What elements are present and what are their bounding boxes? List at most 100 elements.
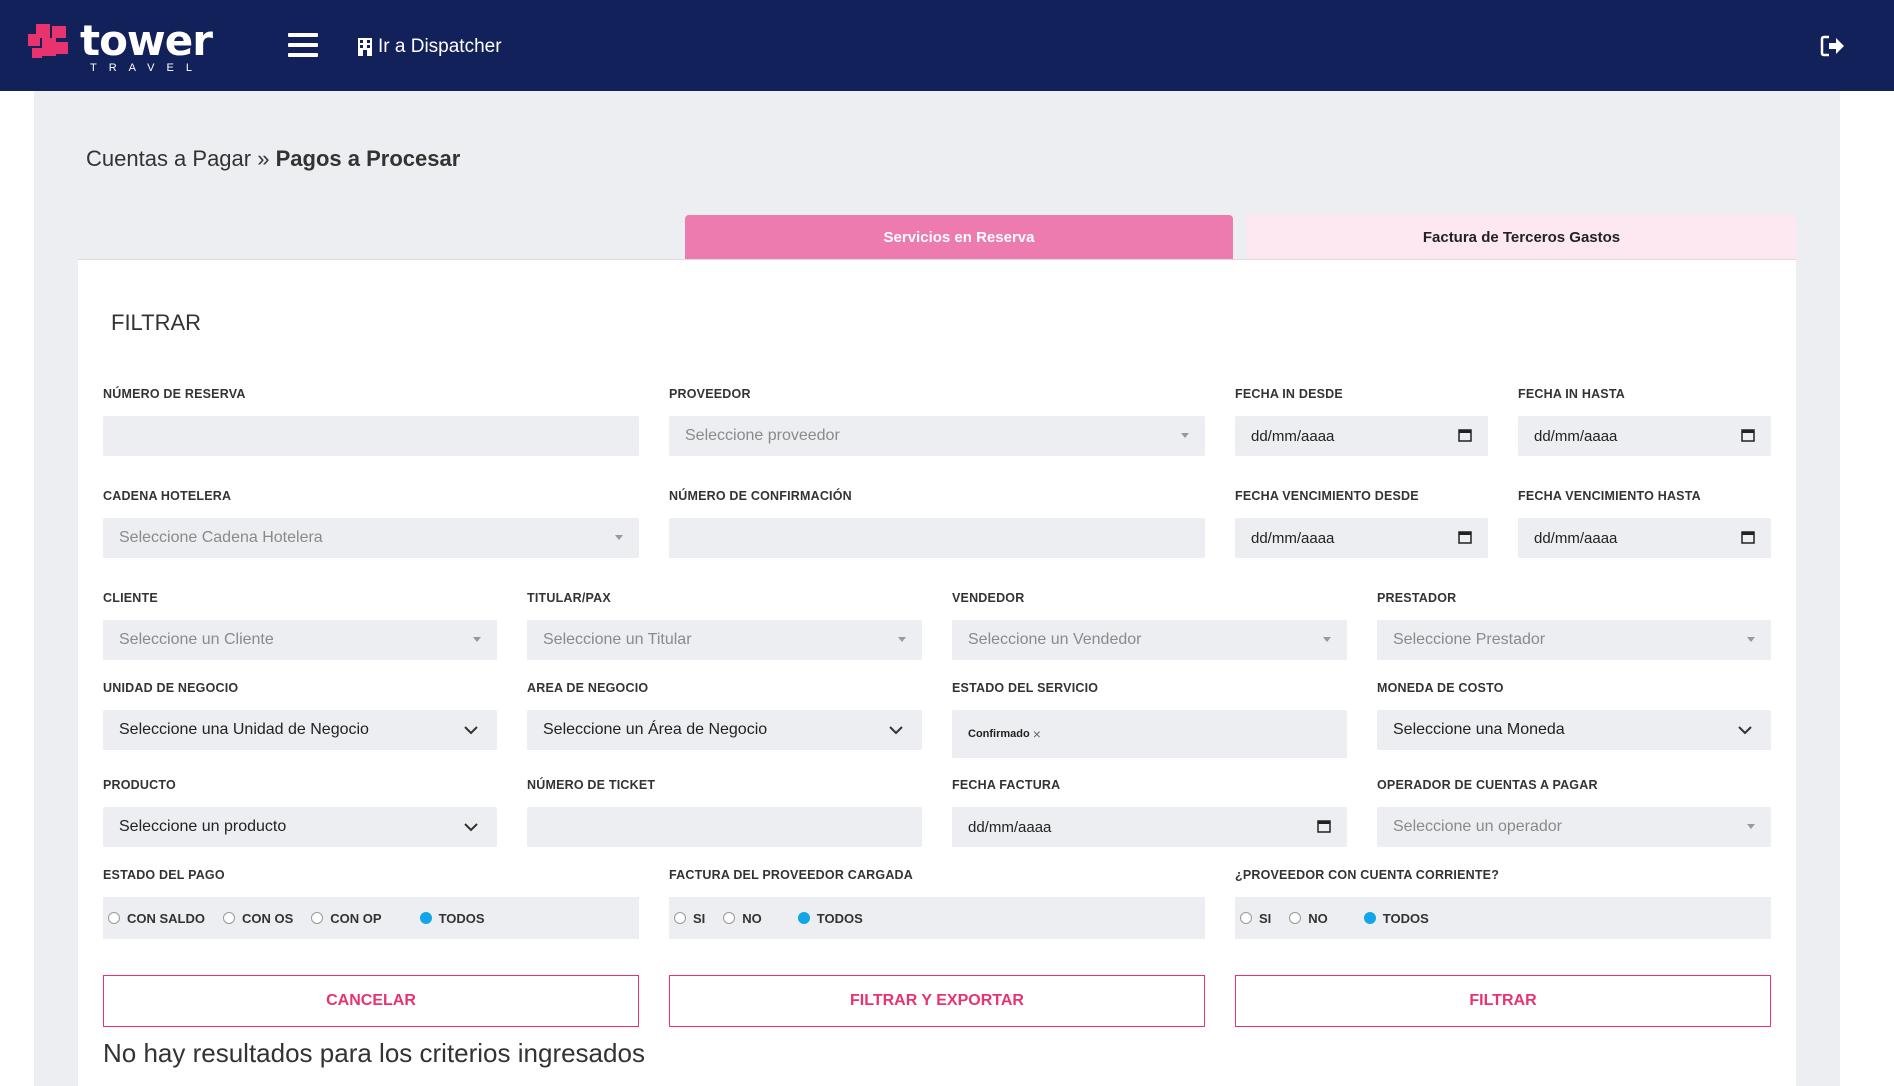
- logo-subtext: TRAVEL: [90, 62, 204, 74]
- numero-confirmacion-label: NÚMERO DE CONFIRMACIÓN: [669, 489, 852, 503]
- area-negocio-value: Seleccione un Área de Negocio: [543, 721, 768, 738]
- dispatcher-link[interactable]: Ir a Dispatcher: [358, 36, 502, 58]
- numero-reserva-label: NÚMERO DE RESERVA: [103, 387, 246, 401]
- cadena-hotelera-select[interactable]: Seleccione Cadena Hotelera: [103, 518, 639, 558]
- remove-tag-icon[interactable]: ×: [1032, 726, 1041, 742]
- fecha-venc-desde-input[interactable]: dd/mm/aaaa: [1235, 518, 1488, 558]
- radio-dot: [1240, 912, 1252, 924]
- estado-servicio-label: ESTADO DEL SERVICIO: [952, 681, 1099, 695]
- operador-select[interactable]: Seleccione un operador: [1377, 807, 1771, 847]
- chevron-down-icon: [889, 726, 903, 735]
- proveedor-select[interactable]: Seleccione proveedor: [669, 416, 1205, 456]
- radio-con-os[interactable]: CON OS: [223, 911, 293, 926]
- caret-down-icon: [1747, 637, 1755, 642]
- radio-label: CON SALDO: [127, 910, 205, 926]
- radio-con-op[interactable]: CON OP: [311, 910, 382, 926]
- tab-factura-terceros-gastos[interactable]: Factura de Terceros Gastos: [1247, 215, 1796, 259]
- caret-down-icon: [1181, 433, 1189, 438]
- caret-down-icon: [1323, 637, 1331, 642]
- radio-no[interactable]: NO: [1289, 911, 1328, 926]
- tower-travel-logo[interactable]: tower TRAVEL: [28, 16, 213, 74]
- vendedor-placeholder: Seleccione un Vendedor: [968, 631, 1142, 648]
- filter-button[interactable]: FILTRAR: [1235, 975, 1771, 1027]
- chevron-down-icon: [464, 726, 478, 735]
- titular-select[interactable]: Seleccione un Titular: [527, 620, 922, 660]
- estado-pago-label: ESTADO DEL PAGO: [103, 868, 225, 882]
- cadena-hotelera-placeholder: Seleccione Cadena Hotelera: [119, 529, 323, 546]
- radio-label: TODOS: [438, 910, 485, 926]
- titular-placeholder: Seleccione un Titular: [543, 631, 692, 648]
- radio-label: TODOS: [816, 910, 863, 926]
- fecha-venc-desde-value: dd/mm/aaaa: [1251, 529, 1335, 547]
- producto-select[interactable]: Seleccione un producto: [103, 807, 497, 847]
- moneda-costo-select[interactable]: Seleccione una Moneda: [1377, 710, 1771, 750]
- fecha-in-hasta-label: FECHA IN HASTA: [1518, 387, 1625, 401]
- logout-icon[interactable]: [1820, 34, 1846, 58]
- radio-con-saldo[interactable]: CON SALDO: [108, 911, 205, 926]
- filter-export-button[interactable]: FILTRAR Y EXPORTAR: [669, 975, 1205, 1027]
- fecha-in-hasta-input[interactable]: dd/mm/aaaa: [1518, 416, 1771, 456]
- calendar-icon[interactable]: [1741, 428, 1755, 442]
- estado-servicio-tag: Confirmado ×: [968, 726, 1041, 742]
- producto-value: Seleccione un producto: [119, 818, 287, 835]
- caret-down-icon: [1747, 824, 1755, 829]
- radio-si[interactable]: SI: [674, 911, 705, 926]
- prestador-select[interactable]: Seleccione Prestador: [1377, 620, 1771, 660]
- breadcrumb-parent[interactable]: Cuentas a Pagar: [86, 146, 252, 171]
- top-navbar: tower TRAVEL Ir a Dispatcher: [0, 0, 1894, 91]
- breadcrumb: Cuentas a Pagar » Pagos a Procesar: [86, 146, 460, 172]
- logo-text: tower: [80, 16, 213, 65]
- fecha-factura-input[interactable]: dd/mm/aaaa: [952, 807, 1347, 847]
- hamburger-menu-icon[interactable]: [288, 33, 318, 57]
- radio-dot: [723, 912, 736, 924]
- cliente-select[interactable]: Seleccione un Cliente: [103, 620, 497, 660]
- factura-proveedor-label: FACTURA DEL PROVEEDOR CARGADA: [669, 868, 914, 882]
- no-results-message: No hay resultados para los criterios ing…: [103, 1038, 645, 1068]
- fecha-venc-hasta-value: dd/mm/aaaa: [1534, 529, 1618, 547]
- radio-dot: [674, 912, 686, 924]
- cliente-placeholder: Seleccione un Cliente: [119, 631, 274, 648]
- cancel-button[interactable]: CANCELAR: [103, 975, 639, 1027]
- caret-down-icon: [898, 637, 906, 642]
- radio-dot: [108, 912, 120, 924]
- radio-label: SI: [1259, 910, 1272, 926]
- numero-confirmacion-input[interactable]: [669, 518, 1205, 558]
- estado-servicio-multiselect[interactable]: Confirmado ×: [952, 710, 1347, 758]
- radio-todos[interactable]: TODOS: [797, 910, 863, 926]
- fecha-in-desde-input[interactable]: dd/mm/aaaa: [1235, 416, 1488, 456]
- proveedor-placeholder: Seleccione proveedor: [685, 427, 840, 444]
- estado-pago-radiogroup: CON SALDO CON OS CON OP TODOS: [103, 897, 639, 939]
- radio-todos[interactable]: TODOS: [419, 910, 485, 926]
- prestador-placeholder: Seleccione Prestador: [1393, 631, 1546, 648]
- calendar-icon[interactable]: [1317, 819, 1331, 833]
- calendar-icon[interactable]: [1741, 530, 1755, 544]
- radio-label: CON OP: [330, 910, 382, 926]
- breadcrumb-separator: »: [257, 146, 270, 171]
- vendedor-select[interactable]: Seleccione un Vendedor: [952, 620, 1347, 660]
- tab-servicios-en-reserva[interactable]: Servicios en Reserva: [685, 215, 1233, 259]
- radio-dot: [1289, 912, 1302, 924]
- numero-ticket-input[interactable]: [527, 807, 922, 847]
- producto-label: PRODUCTO: [103, 778, 176, 792]
- fecha-venc-hasta-label: FECHA VENCIMIENTO HASTA: [1518, 489, 1701, 503]
- dispatcher-label: Ir a Dispatcher: [378, 36, 502, 57]
- calendar-icon[interactable]: [1458, 428, 1472, 442]
- numero-reserva-input[interactable]: [103, 416, 639, 456]
- operador-placeholder: Seleccione un operador: [1393, 818, 1563, 835]
- radio-dot-selected: [1363, 912, 1376, 924]
- unidad-negocio-value: Seleccione una Unidad de Negocio: [119, 721, 369, 738]
- fecha-factura-value: dd/mm/aaaa: [968, 818, 1052, 836]
- chevron-down-icon: [1738, 726, 1752, 735]
- radio-todos[interactable]: TODOS: [1363, 911, 1429, 926]
- chevron-down-icon: [464, 823, 478, 832]
- operador-label: OPERADOR DE CUENTAS A PAGAR: [1377, 778, 1598, 792]
- calendar-icon[interactable]: [1458, 530, 1472, 544]
- fecha-in-hasta-value: dd/mm/aaaa: [1534, 427, 1618, 445]
- area-negocio-label: AREA DE NEGOCIO: [527, 681, 649, 695]
- radio-si[interactable]: SI: [1240, 911, 1271, 926]
- radio-no[interactable]: NO: [723, 911, 762, 926]
- filter-panel: [78, 259, 1796, 1086]
- fecha-venc-hasta-input[interactable]: dd/mm/aaaa: [1518, 518, 1771, 558]
- unidad-negocio-select[interactable]: Seleccione una Unidad de Negocio: [103, 710, 497, 750]
- area-negocio-select[interactable]: Seleccione un Área de Negocio: [527, 710, 922, 750]
